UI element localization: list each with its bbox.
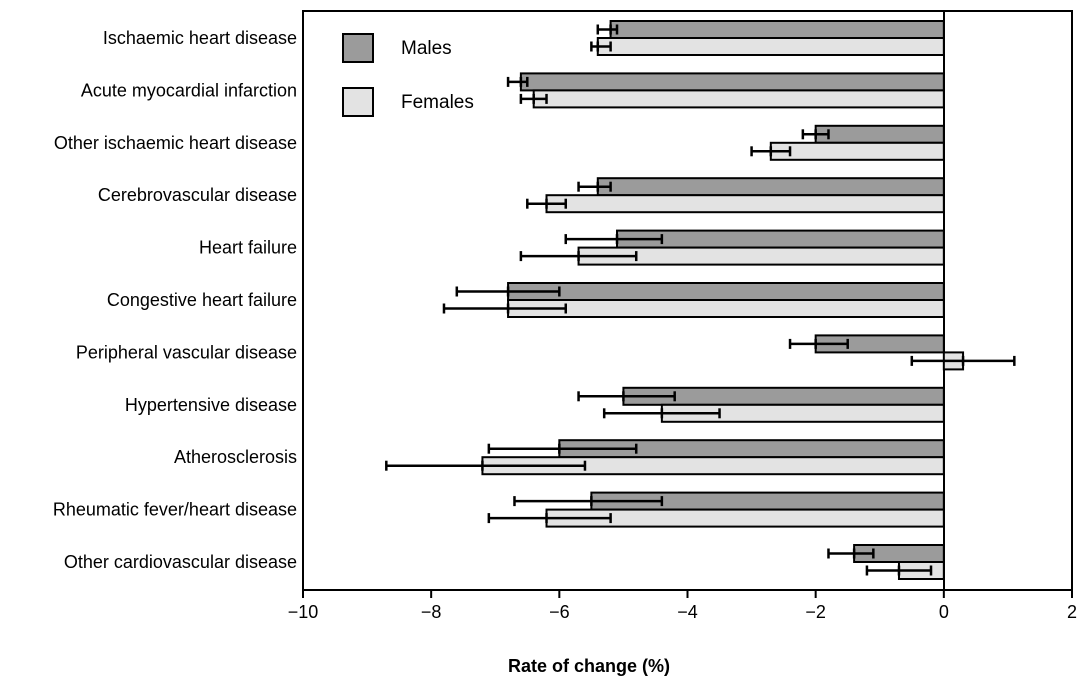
x-tick-label: 2 bbox=[1067, 602, 1077, 622]
bar-females bbox=[545, 194, 945, 214]
bar-males bbox=[596, 177, 945, 197]
x-tick-label: 0 bbox=[939, 602, 949, 622]
x-axis-ticks: −10 −8 −6 −4 −2 0 2 bbox=[288, 590, 1077, 622]
category-label: Atherosclerosis bbox=[174, 447, 297, 467]
bar-females bbox=[507, 299, 945, 318]
category-label: Other cardiovascular disease bbox=[64, 552, 297, 572]
legend-swatch-females bbox=[342, 87, 374, 117]
x-tick-label: −4 bbox=[677, 602, 698, 622]
bar-females bbox=[596, 37, 945, 56]
legend-swatch-males bbox=[342, 33, 374, 63]
bar-males bbox=[519, 72, 945, 92]
bar-females bbox=[769, 141, 945, 161]
bar-males bbox=[609, 20, 945, 39]
x-tick-label: −10 bbox=[288, 602, 319, 622]
bars bbox=[481, 20, 965, 580]
legend-label-females: Females bbox=[401, 92, 474, 113]
legend: Males Females bbox=[342, 33, 474, 117]
category-label: Ischaemic heart disease bbox=[103, 28, 297, 48]
category-label: Acute myocardial infarction bbox=[81, 80, 297, 100]
bar-males bbox=[616, 229, 945, 249]
category-label: Other ischaemic heart disease bbox=[54, 133, 297, 153]
bar-males bbox=[814, 124, 945, 144]
x-tick-label: −6 bbox=[549, 602, 570, 622]
x-tick-label: −8 bbox=[421, 602, 442, 622]
x-axis-title: Rate of change (%) bbox=[508, 656, 670, 676]
category-label: Congestive heart failure bbox=[107, 290, 297, 310]
category-label: Heart failure bbox=[199, 238, 297, 258]
bar-females bbox=[532, 89, 945, 109]
bar-males bbox=[507, 282, 945, 301]
category-label: Peripheral vascular disease bbox=[76, 342, 297, 362]
legend-label-males: Males bbox=[401, 38, 452, 59]
category-label: Hypertensive disease bbox=[125, 395, 297, 415]
x-tick-label: −2 bbox=[805, 602, 826, 622]
error-bars bbox=[385, 24, 1016, 576]
category-label: Rheumatic fever/heart disease bbox=[53, 500, 297, 520]
category-label: Cerebrovascular disease bbox=[98, 185, 297, 205]
category-labels: Ischaemic heart disease Acute myocardial … bbox=[53, 28, 297, 572]
